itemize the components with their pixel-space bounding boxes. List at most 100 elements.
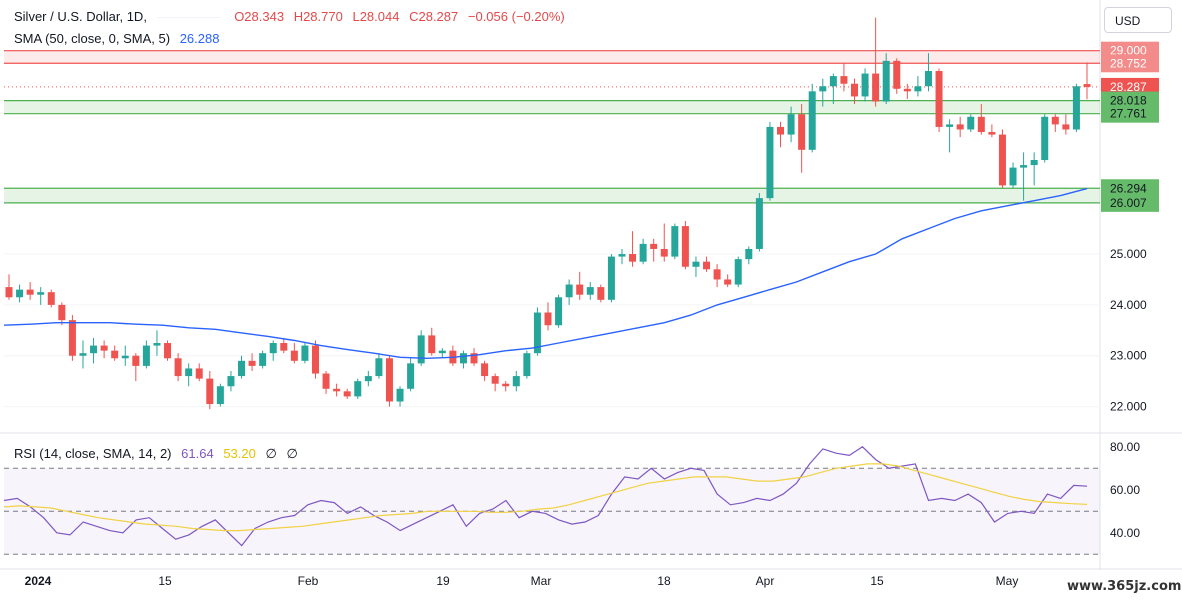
time-tick-label: Feb — [298, 574, 319, 588]
rsi-tick-label: 40.00 — [1110, 526, 1140, 540]
candle-body — [248, 360, 256, 366]
candle-body — [280, 343, 288, 351]
candle-body — [142, 345, 150, 366]
candle-body — [259, 353, 267, 366]
candle-body — [703, 261, 711, 270]
candle-body — [375, 358, 383, 377]
candle-body — [216, 386, 224, 405]
candle-body — [1020, 165, 1028, 168]
candle-body — [935, 71, 943, 127]
candle-body — [977, 116, 985, 133]
candle-body — [607, 256, 615, 300]
currency-button[interactable]: USD — [1104, 7, 1172, 33]
candle-body — [681, 226, 689, 267]
candle-body — [68, 320, 76, 356]
candle-body — [713, 269, 721, 280]
price-label: 28.018 — [1110, 94, 1147, 108]
candle-body — [1030, 159, 1038, 166]
candle-body — [946, 124, 954, 127]
candle-body — [692, 261, 700, 267]
candle-body — [544, 312, 552, 326]
candle-body — [819, 86, 827, 92]
time-tick-label: 15 — [870, 574, 884, 588]
candle-body — [121, 355, 129, 359]
rsi-ma-value: 53.20 — [223, 446, 256, 461]
candle-body — [660, 248, 668, 257]
candle-body — [164, 343, 172, 359]
candle-body — [1051, 116, 1059, 125]
price-label-bg — [1101, 179, 1159, 198]
candle-body — [512, 376, 520, 387]
rsi-ma-line — [3, 463, 1088, 532]
candle-body — [111, 350, 119, 359]
candle-body — [1041, 116, 1049, 160]
candle-body — [343, 391, 351, 397]
candle-body — [840, 76, 848, 84]
candle-body — [16, 289, 24, 298]
candle-body — [153, 343, 161, 346]
candle-body — [1083, 84, 1091, 87]
candle-body — [37, 292, 45, 295]
time-tick-label: 18 — [657, 574, 671, 588]
time-axis: 2024 15 Feb 19 Mar 18 Apr 15 May — [25, 574, 1019, 588]
ohlc-open: O28.343 — [234, 9, 285, 24]
time-tick-label: 19 — [436, 574, 450, 588]
sma-legend[interactable]: SMA (50, close, 0, SMA, 5) 26.288 — [14, 31, 225, 46]
candle-body — [1009, 167, 1017, 186]
candle-body — [629, 254, 637, 262]
candle-body — [311, 345, 319, 374]
candle-body — [428, 335, 436, 354]
time-tick-label: Mar — [531, 574, 552, 588]
candle-body — [301, 345, 309, 361]
candle-body — [26, 289, 34, 295]
candle-body — [47, 292, 55, 305]
candle-body — [777, 126, 785, 135]
time-tick-label: May — [996, 574, 1019, 588]
candle-body — [671, 226, 679, 257]
candle-body — [364, 376, 372, 382]
candle-body — [724, 279, 732, 285]
candle-body — [5, 287, 13, 298]
price-tick-label: 22.000 — [1110, 400, 1147, 414]
time-tick-label: Apr — [756, 574, 775, 588]
candle-body — [132, 355, 140, 366]
symbol-title: Silver / U.S. Dollar, 1D, — [14, 9, 147, 24]
candle-body — [523, 353, 531, 377]
price-label: 26.294 — [1110, 181, 1147, 195]
candle-body — [90, 345, 98, 354]
candle-body — [967, 116, 975, 130]
price-label: 26.007 — [1110, 196, 1147, 210]
candle-body — [798, 114, 806, 150]
candle-body — [470, 353, 478, 364]
candle-body — [333, 388, 341, 392]
candle-body — [555, 297, 563, 326]
candle-body — [100, 345, 108, 351]
price-label: 28.752 — [1110, 56, 1147, 70]
price-label-bg — [1101, 77, 1159, 96]
candle-body — [829, 76, 837, 87]
rsi-extra-2: ∅ — [286, 446, 298, 461]
price-label-bg — [1101, 54, 1159, 73]
candle-body — [893, 60, 901, 89]
rsi-tick-label: 60.00 — [1110, 483, 1140, 497]
candle-body — [1062, 124, 1070, 130]
candle-body — [385, 358, 393, 402]
ohlc-change: −0.056 (−0.20%) — [467, 9, 565, 24]
price-label: 29.000 — [1110, 44, 1147, 58]
candle-body — [734, 259, 742, 285]
candle-body — [396, 388, 404, 402]
candle-body — [618, 254, 626, 257]
candle-body — [407, 363, 415, 389]
candle-body — [924, 71, 932, 87]
rsi-legend[interactable]: RSI (14, close, SMA, 14, 2) 61.64 53.20 … — [14, 446, 304, 462]
candle-body — [956, 124, 964, 130]
candle-body — [502, 383, 510, 387]
candle-body — [438, 350, 446, 354]
ohlc-low: L28.044 — [352, 9, 400, 24]
candle-body — [491, 376, 499, 384]
sma-label: SMA (50, close, 0, SMA, 5) — [14, 31, 171, 46]
price-tick-label: 25.000 — [1110, 247, 1147, 261]
candle-body — [639, 243, 647, 262]
rsi-extra-1: ∅ — [265, 446, 277, 461]
candle-body — [914, 86, 922, 92]
